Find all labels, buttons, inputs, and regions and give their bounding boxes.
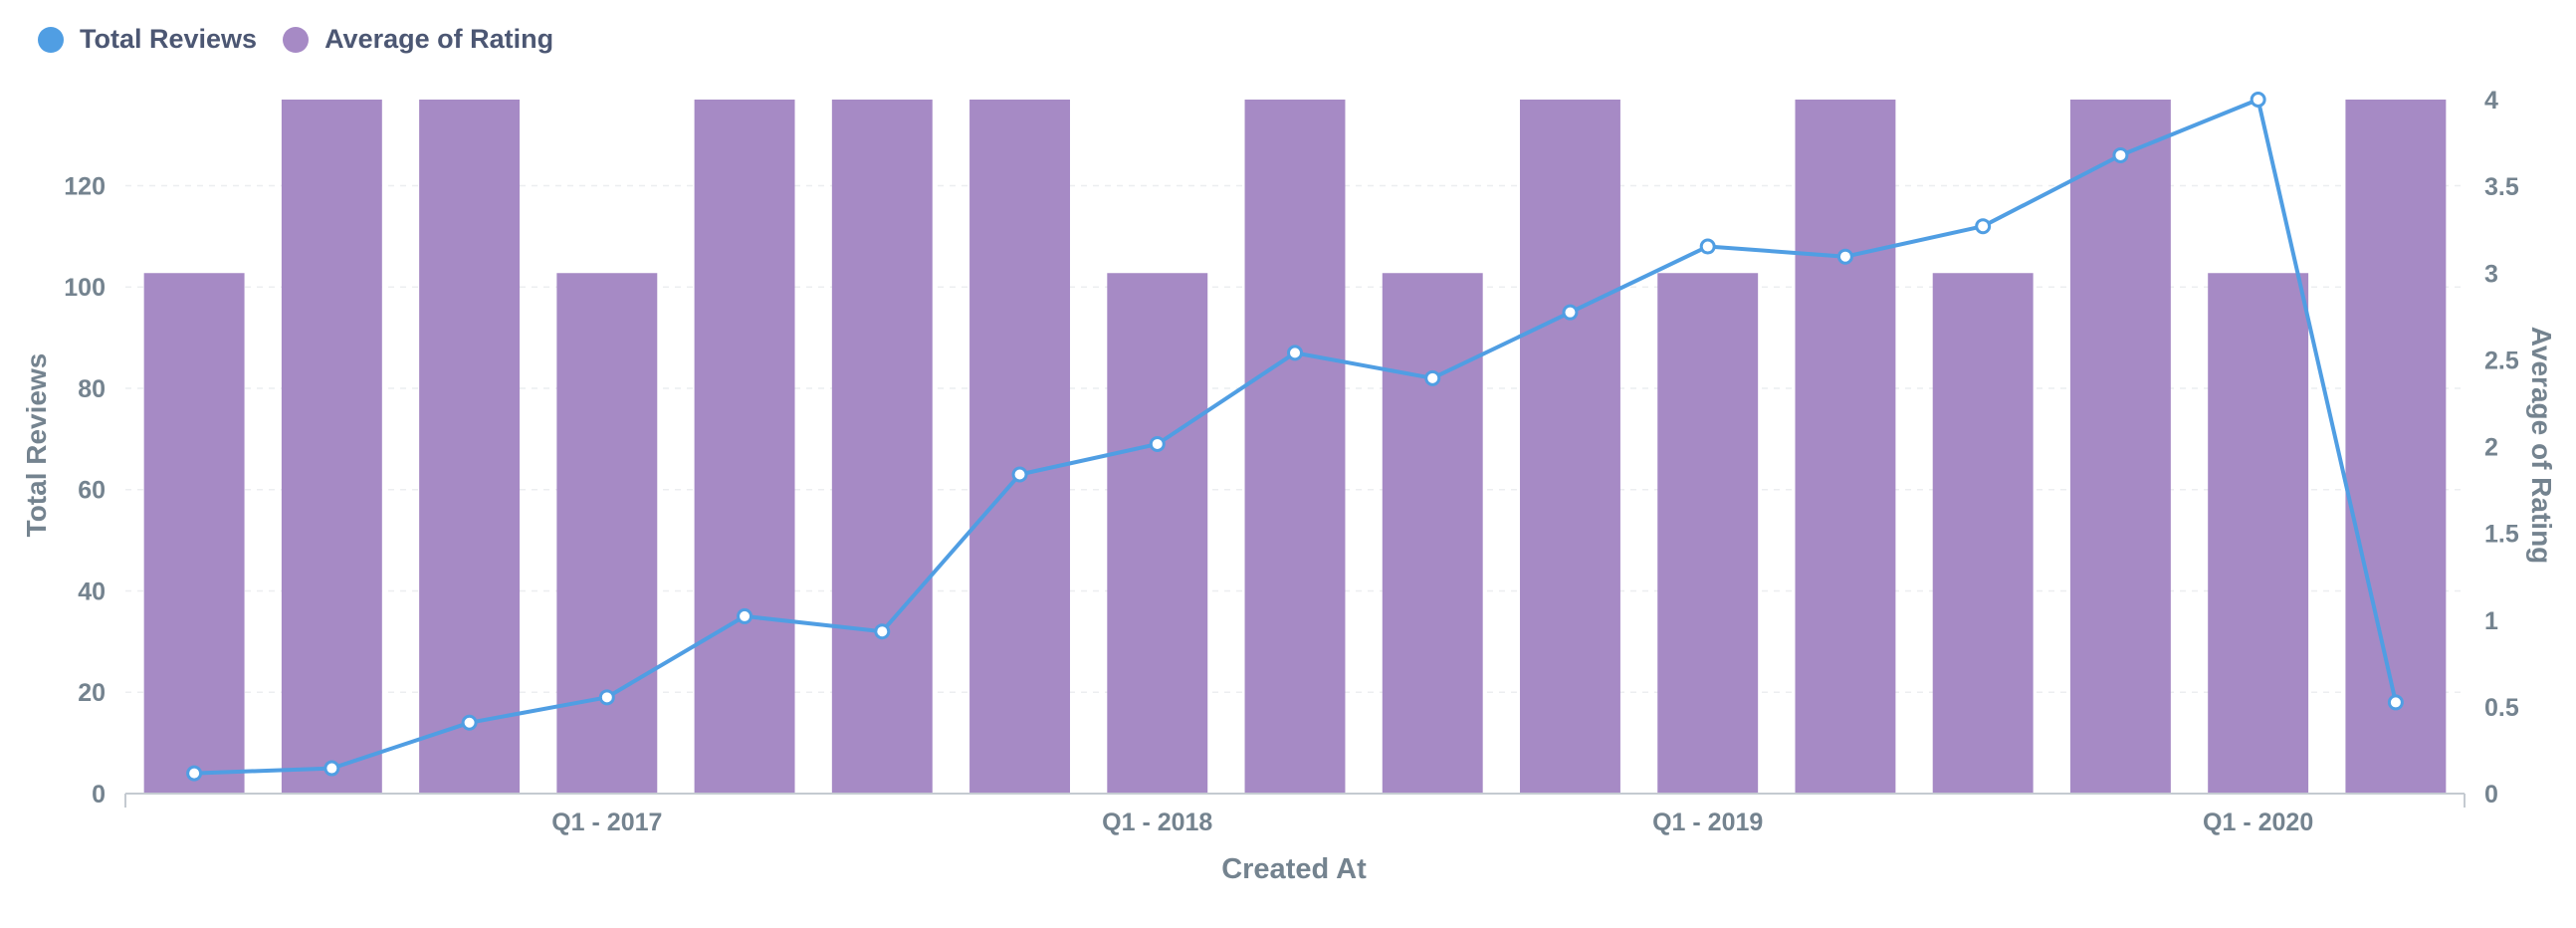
bar [1244, 100, 1346, 794]
y-left-tick-label: 100 [64, 274, 106, 302]
y-left-tick-label: 60 [78, 477, 106, 505]
y-right-tick-label: 4 [2484, 87, 2498, 115]
y-left-tick-label: 40 [78, 578, 106, 605]
x-tick-label: Q1 - 2018 [1102, 809, 1212, 836]
data-point [1836, 248, 1853, 265]
legend-label-total-reviews: Total Reviews [80, 24, 258, 54]
y-left-tick-label: 80 [78, 375, 106, 403]
x-tick-label: Q1 - 2017 [551, 809, 662, 836]
y-right-tick-label: 2.5 [2484, 347, 2519, 374]
legend: Total Reviews Average of Rating [38, 24, 579, 55]
y-right-tick-label: 3 [2484, 260, 2498, 288]
bar [556, 273, 658, 794]
data-point [1287, 345, 1303, 361]
data-point [1011, 466, 1028, 483]
legend-swatch-total-reviews [38, 26, 64, 53]
y-right-tick-label: 1 [2484, 607, 2498, 635]
bar [694, 100, 795, 794]
y-left-tick-label: 120 [64, 172, 106, 200]
data-point [186, 765, 203, 782]
data-point [1149, 435, 1166, 452]
bar [969, 100, 1070, 794]
legend-label-average-rating: Average of Rating [324, 24, 554, 54]
y-right-tick-label: 3.5 [2484, 173, 2519, 201]
data-point [323, 760, 340, 777]
bar [831, 100, 933, 794]
x-tick-label: Q1 - 2020 [2203, 809, 2313, 836]
data-point [874, 623, 891, 640]
line-points [186, 92, 2404, 782]
bar [2069, 100, 2171, 794]
data-point [1562, 304, 1579, 321]
data-point [737, 607, 753, 624]
y-left-tick-label: 20 [78, 679, 106, 707]
bar [1932, 273, 2034, 794]
bar [1795, 100, 1896, 794]
legend-item-average-rating[interactable]: Average of Rating [283, 24, 553, 55]
x-axis-title: Created At [1221, 853, 1367, 885]
x-tick-label: Q1 - 2019 [1652, 809, 1763, 836]
bar [1107, 273, 1208, 794]
bar [1520, 100, 1620, 794]
y-left-tick-label: 0 [92, 781, 106, 809]
bar [1657, 273, 1759, 794]
bar [2208, 273, 2309, 794]
bar [281, 100, 382, 794]
bar [143, 273, 245, 794]
bar [2345, 100, 2447, 794]
y-right-tick-label: 0 [2484, 781, 2498, 809]
axes: 0 20 40 60 80 100 120 0 0.5 1 1.5 2 2.5 3 3.5 4 Q1 - 201… [64, 87, 2519, 836]
axis-labels: Created At Total Reviews Average of Rati… [21, 327, 2557, 885]
data-point [2387, 694, 2404, 711]
bar [419, 100, 521, 794]
y-right-tick-label: 2 [2484, 434, 2498, 462]
legend-swatch-average-rating [283, 26, 310, 53]
y-axis-right-title: Average of Rating [2526, 327, 2557, 565]
bar [1382, 273, 1483, 794]
data-point [598, 689, 615, 706]
y-axis-left-title: Total Reviews [21, 353, 52, 538]
data-point [2112, 146, 2129, 163]
data-point [1699, 238, 1716, 255]
y-right-tick-label: 0.5 [2484, 694, 2519, 722]
data-point [2250, 92, 2266, 108]
bar-series [143, 100, 2447, 794]
data-point [1975, 218, 1992, 235]
data-point [1424, 369, 1441, 386]
legend-item-total-reviews[interactable]: Total Reviews [38, 24, 257, 55]
y-right-tick-label: 1.5 [2484, 521, 2519, 549]
data-point [461, 714, 478, 731]
